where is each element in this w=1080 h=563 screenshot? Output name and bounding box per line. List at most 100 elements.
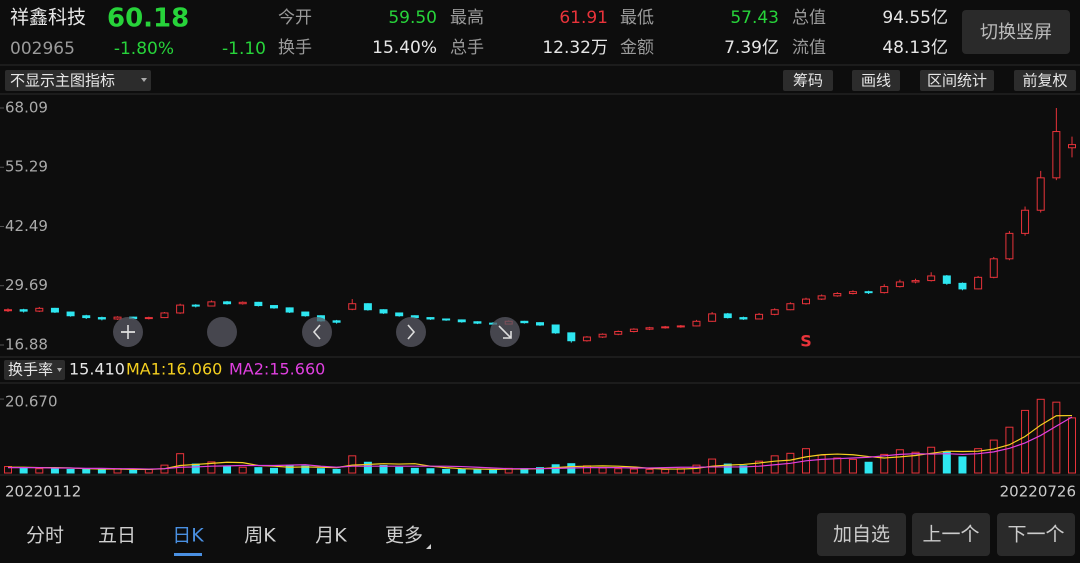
candle-body [191,304,200,307]
volume-bar [755,460,764,474]
action-button[interactable] [817,513,906,556]
candle-body [363,303,372,311]
stat-label: 金额 [620,38,654,58]
toggle-button[interactable] [962,10,1070,54]
volume-bar [661,468,670,474]
candle-body [1036,177,1045,211]
toolbar-button-label: 筹码 [793,72,823,90]
stat-value: 15.40% [372,38,437,58]
period-tab[interactable]: 月K [315,525,347,547]
price: 60.18 [107,4,189,34]
candle-body [614,330,623,335]
x-label: 20220112 [5,483,81,501]
candle-body [113,316,122,320]
chart-control[interactable] [302,317,332,347]
toolbar-button[interactable] [783,70,833,91]
action-button-label: 加自选 [833,524,890,546]
candle-body [692,320,701,327]
volume-bar [723,463,732,474]
toolbar-button[interactable] [1014,70,1076,91]
more-arrow [426,544,431,549]
candle-body [520,320,529,324]
action-button[interactable] [997,513,1075,556]
volume-bar [1005,426,1014,474]
stat-label: 今开 [278,8,312,28]
candle-body [442,318,451,321]
candle-body [176,304,185,314]
indicator-name: 换手率 [8,361,53,379]
candle-body [1005,232,1014,260]
stock-name: 祥鑫科技 [10,7,86,29]
volume-bar [410,467,419,474]
volume-bar [19,467,28,474]
period-tab[interactable]: 分时 [26,525,64,547]
period-tab[interactable]: 更多 [385,525,423,547]
stat-value: 12.32万 [542,38,608,58]
action-button[interactable] [912,513,990,556]
stat-value: 94.55亿 [882,8,948,28]
volume-bar [97,469,106,474]
x-label: 20220726 [1000,483,1076,501]
candle-body [82,315,91,319]
candle-body [598,333,607,338]
change: -1.10 [222,39,266,59]
candle-body [880,286,889,294]
candle-body [536,322,544,326]
dropdown-arrow [57,368,62,372]
candle-body [676,325,685,328]
toolbar-button[interactable] [920,70,994,91]
volume-bar [1052,401,1061,474]
ma-legend: MA1:16.060 [126,360,222,379]
period-tab[interactable]: 日K [172,525,204,547]
indicator-selector[interactable] [4,360,65,380]
volume-bar [66,468,75,474]
candle-body [66,311,75,317]
candle-body [1021,209,1030,234]
y-tick-label: 55.29 [5,158,48,176]
ma-line [8,416,1073,470]
volume-bar [50,467,59,474]
candle-body [1068,144,1076,149]
volume-bar [457,468,466,474]
volume-bar [238,466,247,474]
chart-control[interactable] [207,317,237,347]
volume-bar [864,461,873,474]
volume-bar [692,464,701,474]
volume-bar [379,464,388,474]
candle-body [285,307,294,313]
chart-control-icon [407,324,416,340]
candle-body [848,291,857,295]
candle-body [223,301,232,305]
volume-bar [880,453,889,474]
period-tab[interactable]: 五日 [98,525,136,547]
stat-value: 48.13亿 [882,38,948,58]
candle-body [332,320,341,323]
chart-control-icon [121,325,135,339]
candle-body [802,298,810,305]
y-tick-label: 42.49 [5,217,48,235]
candle-body [817,295,826,300]
period-tab[interactable]: 周K [244,525,276,547]
stat-label: 总值 [792,8,826,28]
candle-body [457,319,466,323]
candle-body [582,336,591,342]
candle-body [895,281,904,288]
toolbar-button[interactable] [852,70,900,91]
candle-body [755,313,764,320]
volume-bar [1068,417,1076,474]
candle-body [426,317,435,320]
stat-label: 流值 [792,38,826,58]
stat-label: 换手 [278,38,312,58]
volume-bar [348,455,357,474]
candle-body [786,303,795,311]
volume-bar [4,466,12,474]
signal-marker: S [800,332,812,351]
stat-label: 最低 [620,8,654,28]
volume-bar [191,463,200,474]
y-tick-label: 16.88 [5,335,48,353]
candle-body [160,312,169,319]
volume-bar [629,468,638,474]
volume-bar [817,454,826,474]
chart-control[interactable] [396,317,426,347]
indicator-menu[interactable] [5,70,151,91]
